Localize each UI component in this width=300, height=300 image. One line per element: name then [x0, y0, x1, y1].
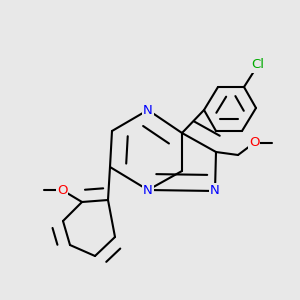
Text: N: N	[210, 184, 220, 197]
Text: O: O	[57, 184, 67, 196]
Text: N: N	[143, 103, 153, 116]
Text: Cl: Cl	[251, 58, 265, 71]
Text: O: O	[249, 136, 259, 149]
Text: N: N	[143, 184, 153, 196]
